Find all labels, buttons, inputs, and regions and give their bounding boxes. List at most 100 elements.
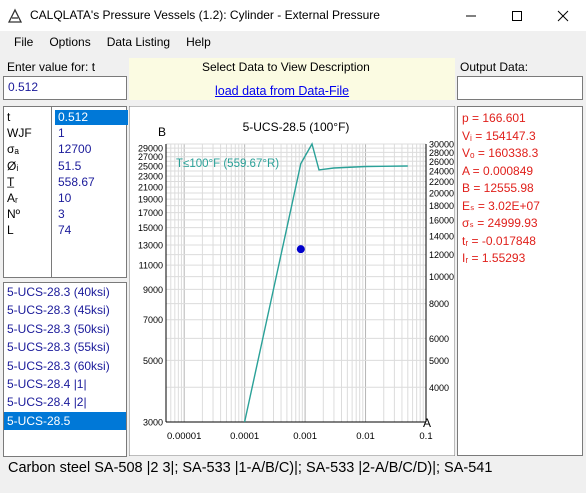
material-list[interactable]: 5-UCS-28.3 (40ksi) 5-UCS-28.3 (45ksi) 5-UC… [3,282,127,457]
material-list-item[interactable]: 5-UCS-28.4 |2| [7,395,87,410]
material-list-item[interactable]: 5-UCS-28.3 (45ksi) [7,303,110,318]
y-left-tick-label: 29000 [138,144,163,154]
maximize-icon [512,10,522,21]
variable-name: Aᵣ [7,191,18,205]
x-tick-label: 0.001 [293,431,317,442]
variable-name: σₐ [7,142,19,157]
variable-name: WJF [7,126,32,141]
output-value: Vᵢ = 154147.3 [462,128,536,143]
output-label: Output Data: [460,60,529,74]
x-tick-label: 0.0001 [230,431,259,442]
variables-divider [51,107,52,277]
y-left-tick-label: 11000 [139,261,163,271]
output-value: Iᵣ = 1.55293 [462,251,526,265]
load-data-link[interactable]: load data from Data-File [215,84,350,98]
y-left-tick-label: 27000 [138,152,163,162]
minimize-icon [466,15,476,16]
close-icon [557,10,569,21]
material-list-item[interactable]: 5-UCS-28.3 (50ksi) [7,321,110,336]
status-bar: Carbon steel SA-508 |2 3|; SA-533 |1-A/B… [0,458,586,493]
y-right-tick-label: 8000 [429,299,449,309]
x-tick-label: 0.1 [419,431,432,442]
y-right-tick-label: 24000 [429,166,454,176]
description-panel [129,58,455,100]
output-value: B = 12555.98 [462,181,534,195]
menu-data-listing[interactable]: Data Listing [106,35,171,49]
variable-name: Nº [7,207,21,222]
minimize-button[interactable] [448,0,494,31]
variable-name: t [7,110,11,124]
value-input[interactable]: 0.512 [3,76,127,100]
material-list-item[interactable]: 5-UCS-28.3 (55ksi) [7,340,110,355]
menu-bar: File Options Data Listing Help [0,31,586,53]
output-value: A = 0.000849 [462,163,534,178]
y-right-tick-label: 28000 [429,148,454,158]
menu-file[interactable]: File [14,35,34,49]
variable-value[interactable]: 3 [58,207,65,222]
variable-value[interactable]: 74 [58,223,72,238]
y-left-tick-label: 3000 [143,418,163,428]
y-right-tick-label: 30000 [429,140,454,150]
y-left-tick-label: 17000 [138,208,163,218]
y-axis-label: B [158,125,166,139]
y-left-tick-label: 5000 [143,356,163,366]
y-right-tick-label: 14000 [429,232,454,242]
y-left-tick-label: 23000 [138,172,163,182]
material-list-item[interactable]: 5-UCS-28.5 [4,411,126,431]
output-value: σₛ = 24999.93 [462,216,538,230]
variables-panel [3,106,127,278]
output-field[interactable] [457,76,583,100]
output-panel: p = 166.601 Vᵢ = 154147.3 Vₒ = 160338.3 A =… [457,106,583,456]
y-right-tick-label: 10000 [429,272,454,282]
maximize-button[interactable] [494,0,540,31]
window-title: CALQLATA's Pressure Vessels (1.2): Cylin… [30,8,380,22]
variable-value[interactable]: 558.67 [58,174,95,189]
variable-value[interactable]: 12700 [58,142,92,157]
operating-point-marker [296,245,305,254]
series-line [243,142,408,423]
app-icon [7,8,23,23]
y-right-tick-label: 22000 [429,177,454,187]
y-left-tick-label: 25000 [138,162,163,172]
title-bar: CALQLATA's Pressure Vessels (1.2): Cylin… [0,0,586,31]
chart-area: 3000 5000 7000 9000 11000 13000 15000 17000 1900… [129,106,455,456]
y-left-tick-label: 7000 [143,315,163,325]
series-label: T≤100°F (559.67°R) [176,158,279,170]
y-left-tick-label: 15000 [138,223,163,233]
y-left-tick-label: 9000 [143,285,163,295]
y-left-tick-label: 19000 [138,195,163,205]
y-right-tick-label: 18000 [429,201,454,211]
y-right-tick-label: 16000 [429,215,454,225]
y-right-tick-label: 4000 [429,383,449,393]
material-description: Carbon steel SA-508 |2 3|; SA-533 |1-A/B… [8,460,493,476]
output-value: tᵣ = -0.017848 [462,233,536,248]
menu-options[interactable]: Options [49,35,91,49]
description-heading: Select Data to View Description [202,60,370,74]
x-tick-label: 0.01 [356,431,375,442]
y-right-tick-label: 26000 [429,157,454,167]
variable-value[interactable]: 1 [58,126,65,141]
variable-name: L [7,223,14,238]
close-button[interactable] [540,0,586,31]
y-left-tick-label: 21000 [138,183,163,193]
variable-value[interactable]: 10 [58,191,72,205]
y-right-tick-label: 5000 [429,356,449,366]
output-value: Vₒ = 160338.3 [462,146,539,160]
y-right-tick-label: 12000 [429,250,454,260]
material-list-item[interactable]: 5-UCS-28.4 |1| [7,376,87,391]
y-right-tick-label: 20000 [429,188,454,198]
variable-name: T̲ [7,174,15,189]
input-prompt: Enter value for: t [7,60,96,74]
output-value: Eₛ = 3.02E+07 [462,198,540,213]
y-left-tick-label: 13000 [138,240,163,250]
variable-name: Øᵢ [7,158,19,173]
variable-value[interactable]: 51.5 [58,158,82,173]
material-list-item[interactable]: 5-UCS-28.3 (40ksi) [7,285,110,299]
chart-title: 5-UCS-28.5 (100°F) [243,120,350,134]
variable-value[interactable]: 0.512 [55,110,128,125]
material-list-item[interactable]: 5-UCS-28.3 (60ksi) [7,358,110,373]
y-right-tick-label: 6000 [429,334,449,344]
output-value: p = 166.601 [462,111,526,125]
x-axis-label: A [423,416,431,430]
menu-help[interactable]: Help [186,35,211,49]
